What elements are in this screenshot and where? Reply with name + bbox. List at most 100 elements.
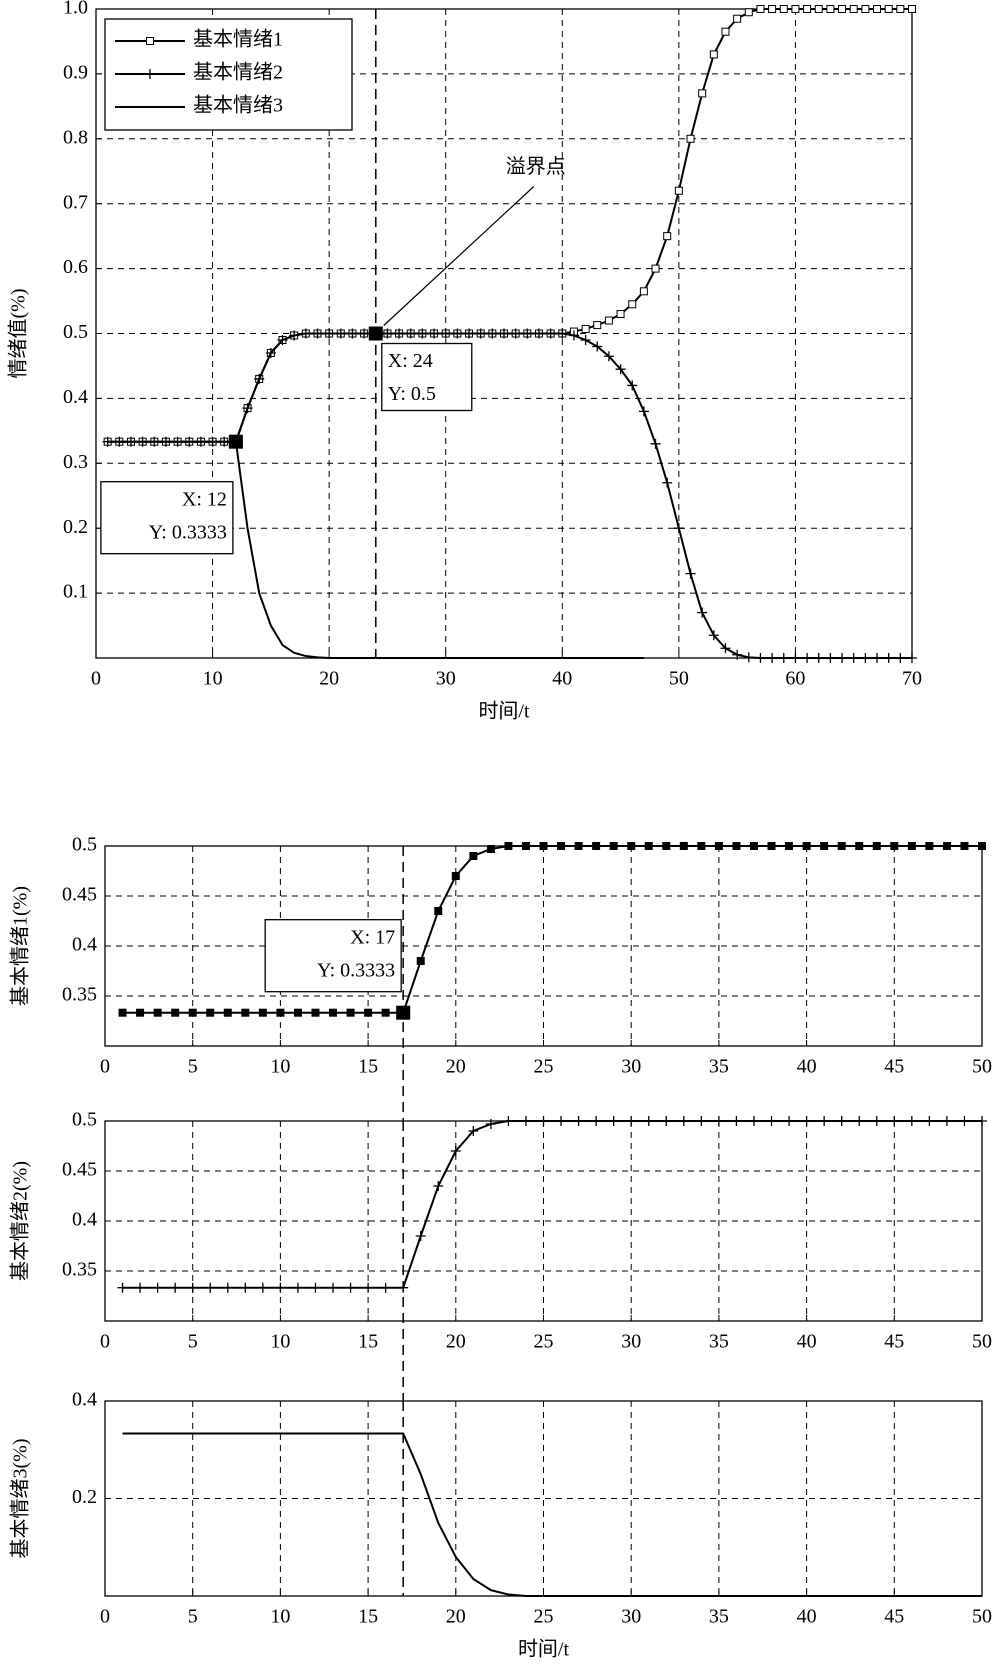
y-tick-label: 0.8 <box>63 126 88 148</box>
marker <box>398 1282 409 1293</box>
marker <box>608 1116 619 1126</box>
marker <box>468 1126 479 1136</box>
marker <box>838 5 847 13</box>
marker <box>697 607 708 618</box>
marker <box>819 1116 830 1126</box>
x-tick-label: 35 <box>709 1606 729 1628</box>
marker <box>206 1008 215 1017</box>
y-tick-label: 0.5 <box>72 1109 97 1131</box>
marker <box>394 328 405 339</box>
marker <box>628 300 637 309</box>
datatip-text: X: 17 <box>350 926 395 948</box>
marker <box>311 1008 320 1017</box>
datatip-text: X: 12 <box>182 488 227 510</box>
x-tick-label: 50 <box>669 668 689 690</box>
y-tick-label: 0.35 <box>62 1259 97 1281</box>
marker <box>906 1116 917 1126</box>
marker <box>854 1116 865 1126</box>
marker <box>697 842 706 850</box>
marker <box>959 1116 970 1126</box>
legend-label: 基本情绪1 <box>193 28 283 51</box>
marker <box>187 1282 198 1293</box>
marker <box>451 872 460 880</box>
marker <box>766 1116 777 1126</box>
x-tick-label: 0 <box>100 1606 110 1628</box>
marker <box>872 653 883 663</box>
marker <box>785 842 794 850</box>
marker <box>837 842 846 850</box>
marker <box>679 842 688 850</box>
marker <box>359 328 370 339</box>
marker <box>638 406 649 417</box>
marker <box>450 1146 461 1156</box>
legend-label: 基本情绪3 <box>193 94 283 117</box>
marker <box>329 1008 338 1017</box>
marker <box>533 328 544 339</box>
marker <box>650 438 661 449</box>
x-tick-label: 50 <box>972 1606 992 1628</box>
marker <box>744 8 753 17</box>
marker <box>895 653 906 663</box>
marker <box>545 328 556 339</box>
datatip-box <box>381 342 473 412</box>
annotation-arrow <box>383 186 535 326</box>
marker <box>837 653 848 663</box>
marker <box>324 328 335 339</box>
marker <box>452 328 463 339</box>
marker <box>603 351 614 362</box>
marker <box>276 1008 285 1017</box>
marker <box>678 1116 689 1126</box>
marker <box>521 842 530 850</box>
marker <box>756 5 765 13</box>
marker <box>802 653 813 663</box>
marker <box>767 653 778 663</box>
marker <box>714 842 723 850</box>
marker <box>644 842 653 850</box>
marker <box>755 653 766 663</box>
y-tick-label: 0.2 <box>63 516 88 538</box>
x-tick-label: 15 <box>358 1606 378 1628</box>
marker <box>609 842 618 850</box>
marker <box>222 1282 233 1293</box>
marker <box>510 328 521 339</box>
marker <box>942 842 951 850</box>
marker <box>504 842 513 850</box>
x-tick-label: 5 <box>188 1056 198 1078</box>
marker <box>791 5 800 13</box>
legend-marker <box>146 37 154 45</box>
x-tick-label: 20 <box>446 1606 466 1628</box>
y-tick-label: 0.4 <box>63 386 88 408</box>
marker <box>696 1116 707 1126</box>
marker <box>855 842 864 850</box>
datatip-text: X: 24 <box>388 350 433 372</box>
marker <box>732 842 741 850</box>
marker <box>720 643 731 654</box>
marker <box>205 1282 216 1293</box>
marker <box>328 1282 339 1293</box>
marker <box>153 1008 162 1017</box>
marker <box>748 1116 759 1126</box>
marker <box>188 1008 197 1017</box>
marker <box>732 649 743 660</box>
marker <box>257 1282 268 1293</box>
marker <box>347 328 358 339</box>
marker <box>486 845 495 853</box>
datatip-box <box>100 481 234 555</box>
datatip-text: Y: 0.3333 <box>317 959 395 981</box>
marker <box>627 380 638 391</box>
marker <box>626 1116 637 1126</box>
marker <box>849 5 858 13</box>
x-tick-label: 45 <box>884 1606 904 1628</box>
marker <box>661 1116 672 1126</box>
x-tick-label: 50 <box>972 1056 992 1078</box>
marker <box>499 328 509 339</box>
marker <box>814 5 823 13</box>
marker <box>924 1116 935 1126</box>
x-tick-label: 40 <box>797 1331 817 1353</box>
marker <box>539 842 548 850</box>
marker <box>171 1008 180 1017</box>
x-tick-label: 20 <box>446 1331 466 1353</box>
datatip-marker <box>396 1005 411 1020</box>
marker <box>627 842 636 850</box>
